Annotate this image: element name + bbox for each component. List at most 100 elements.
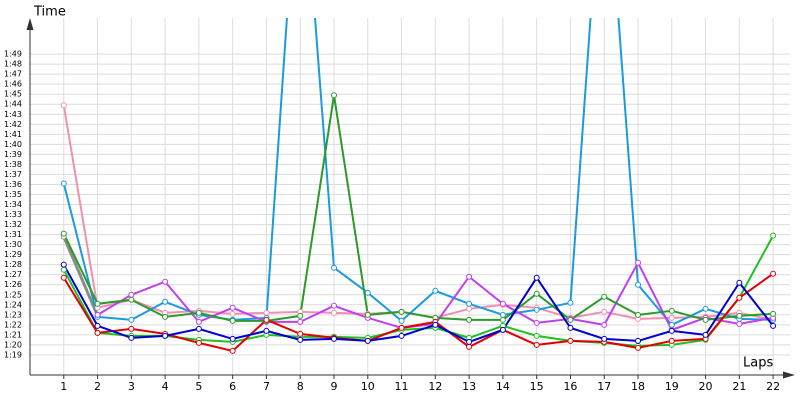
y-tick-label: 1:25	[4, 290, 22, 299]
data-point	[263, 316, 270, 323]
data-point	[533, 332, 540, 339]
data-point	[128, 296, 135, 303]
data-point	[331, 264, 337, 271]
data-point	[567, 316, 574, 323]
y-tick-label: 1:30	[4, 240, 22, 249]
data-point	[466, 338, 473, 345]
data-point	[533, 290, 540, 297]
y-tick-label: 1:23	[4, 310, 22, 319]
grid	[30, 18, 790, 379]
data-point	[94, 300, 101, 307]
data-point	[94, 322, 101, 329]
data-point	[297, 318, 304, 325]
y-tick-label: 1:48	[4, 60, 22, 69]
y-tick-label: 1:20	[4, 340, 22, 349]
data-point	[668, 327, 675, 334]
data-point	[364, 311, 371, 318]
x-tick-label: 16	[563, 380, 577, 393]
data-point	[533, 319, 540, 326]
data-point	[229, 317, 236, 324]
x-tick-label: 11	[395, 380, 409, 393]
data-point	[229, 310, 236, 317]
data-point	[60, 266, 67, 273]
data-point	[432, 287, 439, 294]
data-point	[398, 308, 405, 315]
data-point	[60, 274, 67, 281]
data-point	[297, 336, 304, 343]
data-point	[702, 331, 709, 338]
x-tick-label: 7	[263, 380, 270, 393]
data-point	[195, 339, 202, 346]
x-tick-label: 22	[766, 380, 780, 393]
y-tick-label: 1:28	[4, 260, 22, 269]
data-point	[331, 92, 337, 99]
x-tick-label: 1	[60, 380, 67, 393]
data-point	[162, 298, 169, 305]
y-tick-label: 1:40	[4, 140, 22, 149]
tick-labels: 1:191:201:211:221:231:241:251:261:271:28…	[4, 50, 780, 393]
data-point	[499, 326, 506, 333]
series-line	[62, 94, 774, 322]
data-point	[364, 337, 371, 344]
data-point	[60, 102, 67, 109]
x-tick-label: 19	[665, 380, 679, 393]
y-tick-label: 1:33	[4, 210, 22, 219]
y-tick-label: 1:19	[4, 350, 22, 359]
data-point	[162, 313, 169, 320]
data-point	[331, 335, 337, 342]
x-tick-label: 17	[597, 380, 611, 393]
data-point	[128, 334, 135, 341]
x-tick-label: 5	[195, 380, 202, 393]
x-tick-label: 3	[128, 380, 135, 393]
data-point	[466, 273, 473, 280]
y-tick-label: 1:41	[4, 130, 22, 139]
data-point	[331, 302, 337, 309]
series-line	[62, 18, 774, 326]
data-point	[229, 335, 236, 342]
data-point	[229, 347, 236, 354]
y-tick-label: 1:47	[4, 70, 22, 79]
data-point	[499, 311, 506, 318]
data-point	[195, 325, 202, 332]
data-point	[635, 311, 641, 318]
data-point	[601, 335, 608, 342]
y-tick-label: 1:36	[4, 180, 22, 189]
data-point	[432, 321, 439, 328]
data-point	[60, 180, 67, 187]
data-point	[195, 309, 202, 316]
y-tick-label: 1:24	[4, 300, 22, 309]
data-point	[601, 308, 608, 315]
data-point	[466, 300, 473, 307]
y-tick-label: 1:38	[4, 160, 22, 169]
y-tick-label: 1:44	[4, 100, 22, 109]
data-point	[466, 305, 473, 312]
data-point	[297, 330, 304, 337]
data-point	[263, 309, 270, 316]
data-point	[466, 316, 473, 323]
data-point	[263, 327, 270, 334]
data-point	[297, 312, 304, 319]
x-tick-label: 14	[496, 380, 510, 393]
data-point	[668, 337, 675, 344]
y-tick-label: 1:22	[4, 320, 22, 329]
data-point	[601, 321, 608, 328]
data-point	[195, 318, 202, 325]
data-point	[736, 294, 743, 301]
x-tick-label: 18	[631, 380, 645, 393]
data-point	[770, 270, 777, 277]
data-point	[499, 300, 506, 307]
data-point	[668, 307, 675, 314]
data-point	[736, 320, 743, 327]
y-tick-label: 1:35	[4, 190, 22, 199]
data-point	[770, 322, 777, 329]
series-line	[62, 264, 774, 343]
y-tick-label: 1:31	[4, 230, 22, 239]
y-tick-label: 1:46	[4, 80, 22, 89]
data-point	[668, 321, 675, 328]
x-tick-label: 12	[428, 380, 442, 393]
data-point	[128, 291, 135, 298]
x-tick-label: 9	[331, 380, 338, 393]
data-point	[635, 344, 641, 351]
y-tick-label: 1:43	[4, 110, 22, 119]
